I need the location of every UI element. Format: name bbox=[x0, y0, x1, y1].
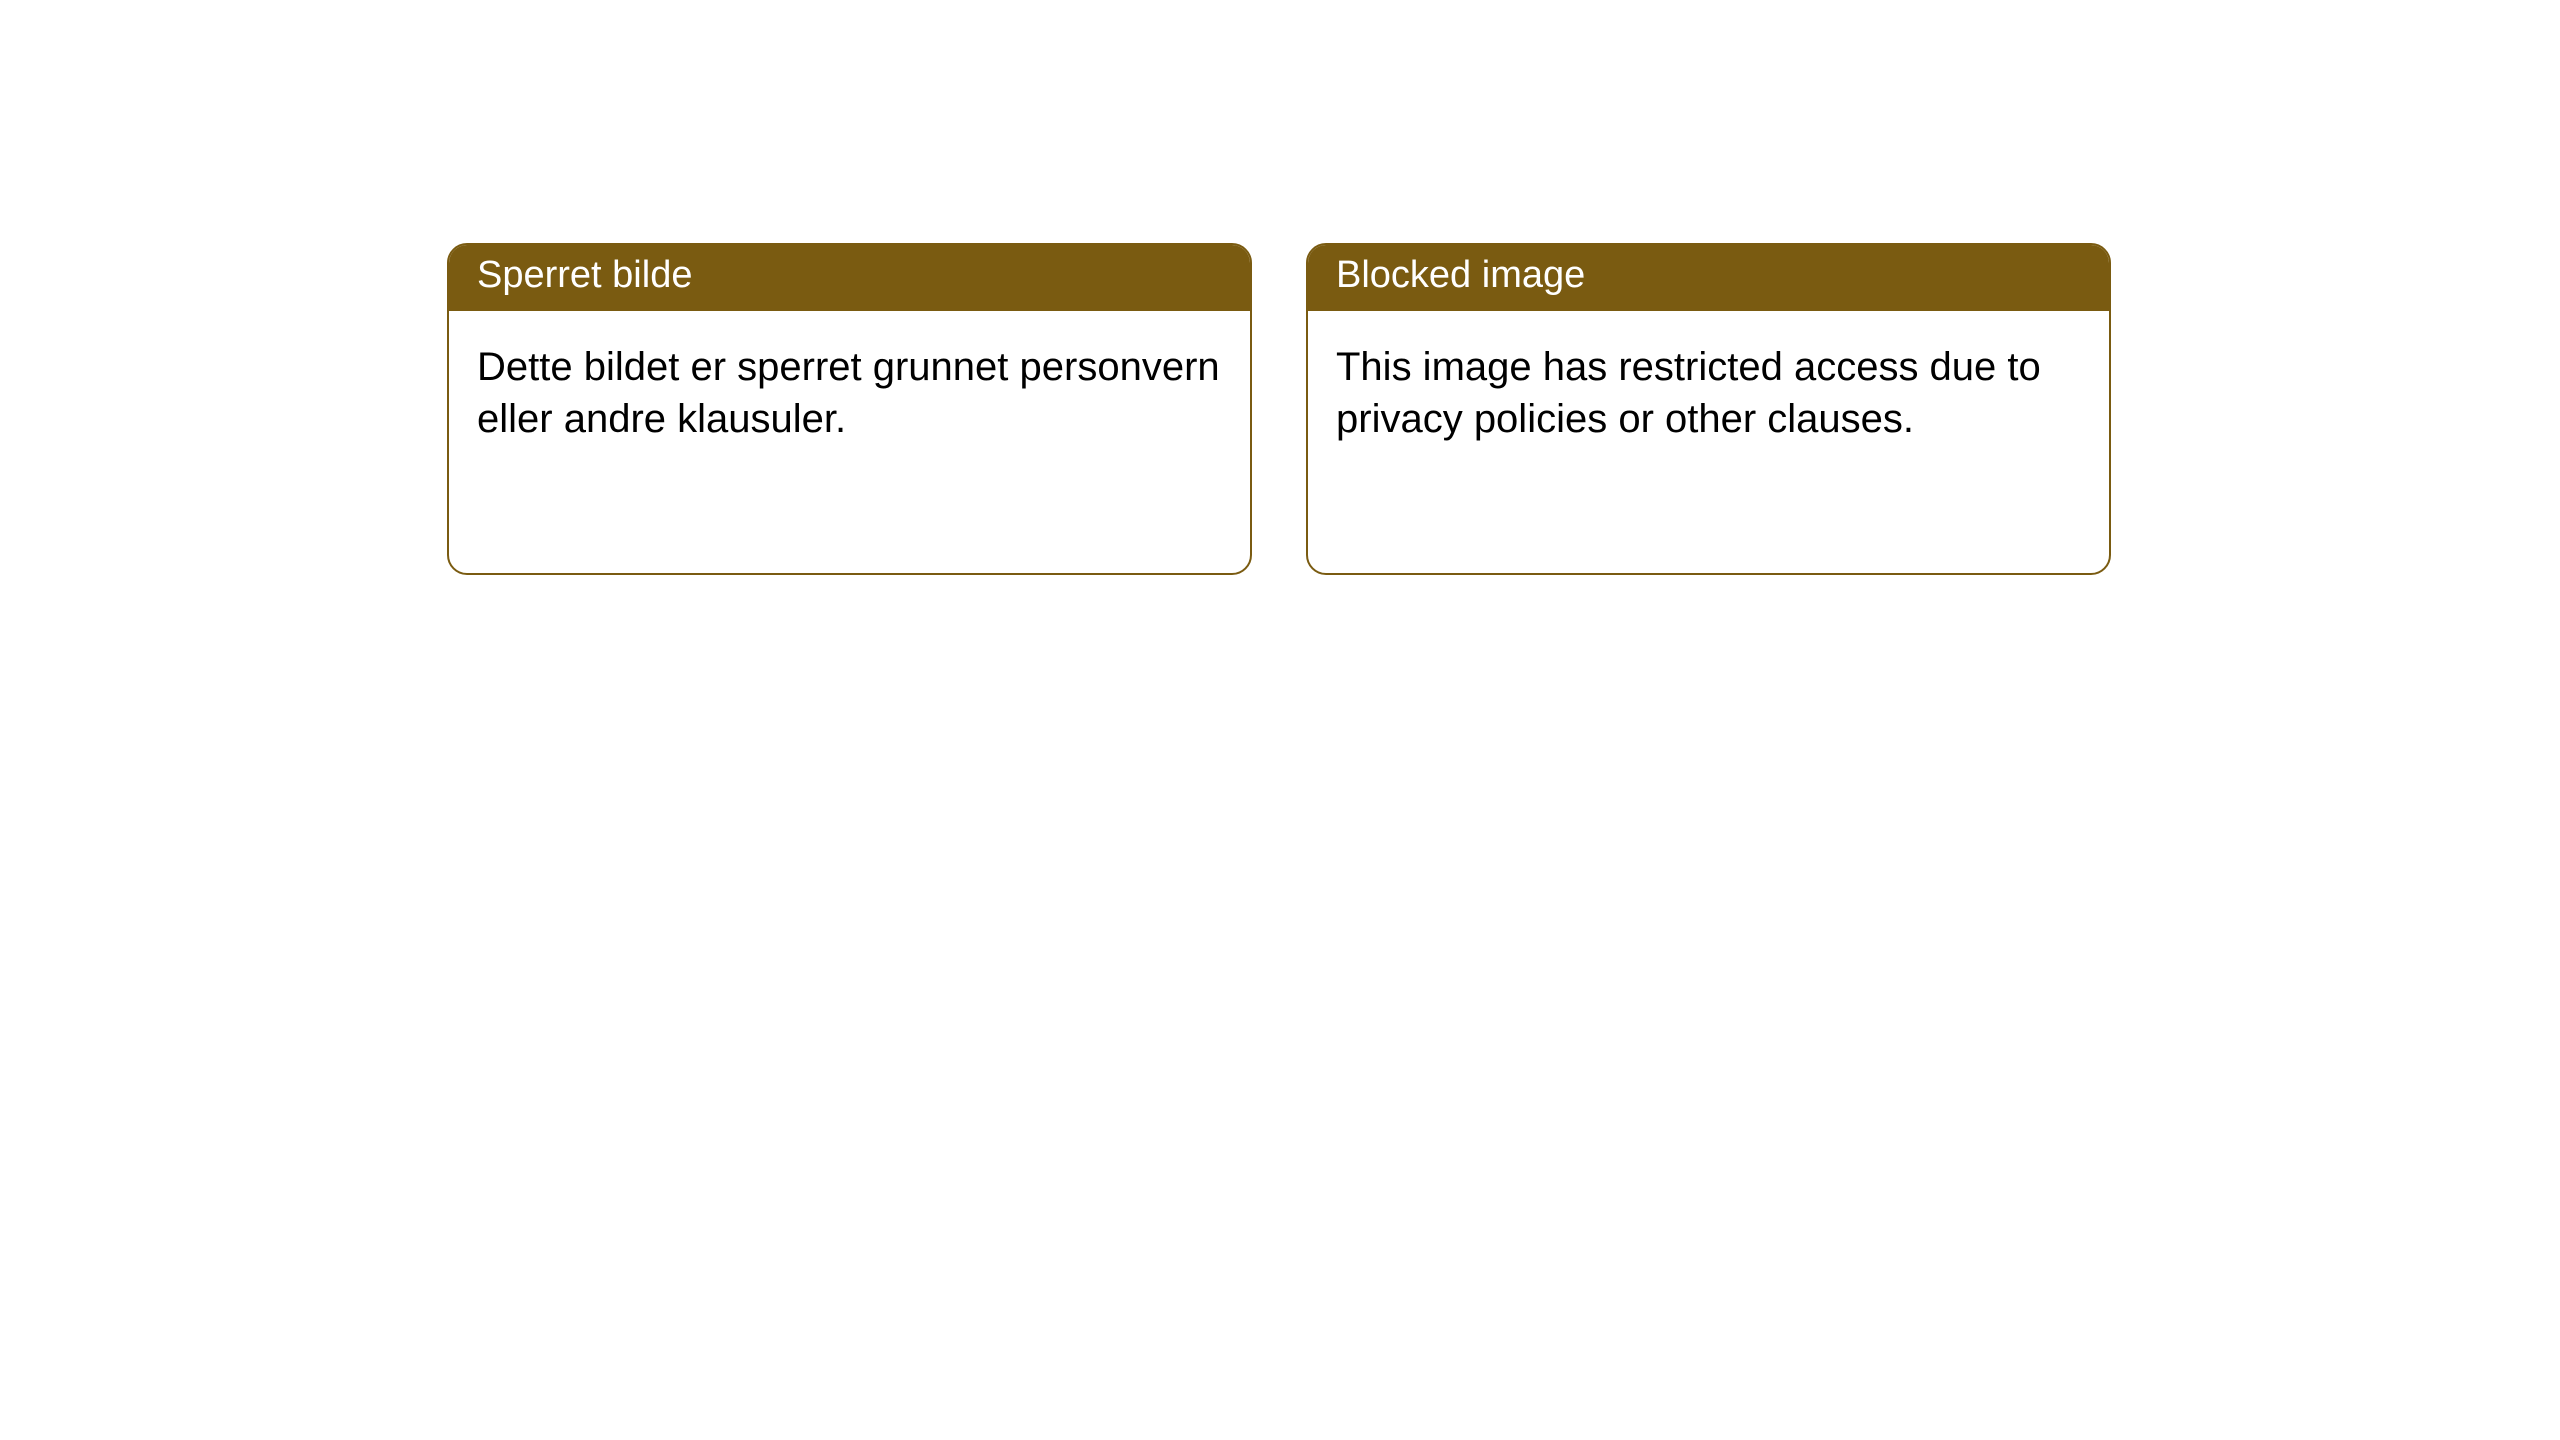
notice-card-english: Blocked image This image has restricted … bbox=[1306, 243, 2111, 575]
card-body-english: This image has restricted access due to … bbox=[1308, 311, 2109, 475]
card-header-english: Blocked image bbox=[1308, 245, 2109, 311]
card-body-norwegian: Dette bildet er sperret grunnet personve… bbox=[449, 311, 1250, 475]
notice-cards-container: Sperret bilde Dette bildet er sperret gr… bbox=[447, 243, 2560, 575]
notice-card-norwegian: Sperret bilde Dette bildet er sperret gr… bbox=[447, 243, 1252, 575]
card-header-norwegian: Sperret bilde bbox=[449, 245, 1250, 311]
